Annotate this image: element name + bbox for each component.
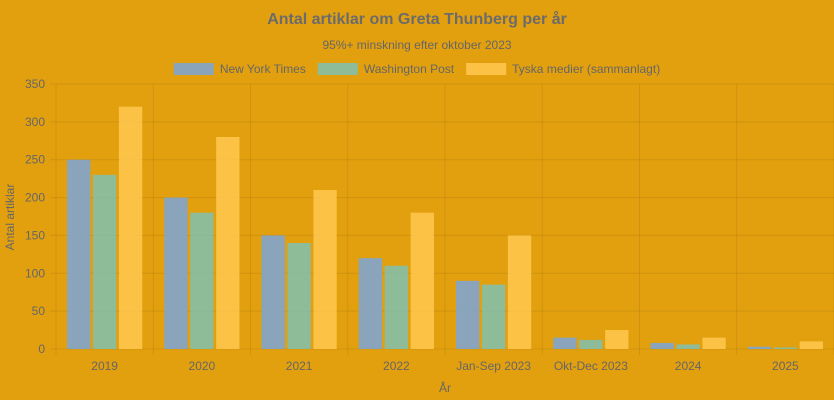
legend-swatch [466, 63, 507, 75]
legend-label: New York Times [220, 62, 306, 76]
bar-2-2024 [676, 344, 700, 349]
y-tick-label: 100 [25, 266, 45, 280]
bar-1-jan-sep-2023 [456, 280, 480, 349]
legend-label: Washington Post [364, 62, 455, 76]
bar-1-2021 [261, 235, 285, 349]
bar-1-2025 [747, 346, 772, 349]
x-tick-label: 2022 [383, 359, 410, 373]
bar-2-2022 [384, 265, 409, 349]
x-axis-ticks: 2019 2020 2021 2022 Jan-Sep 2023 Okt-Dec 2023… [91, 359, 799, 373]
bars [67, 106, 823, 349]
bar-2-jan-sep-2023 [481, 284, 506, 349]
y-axis-label: Antal artiklar [3, 184, 17, 251]
y-tick-label: 150 [25, 228, 45, 242]
legend: New York Times Washington Post Tyska medie… [173, 62, 660, 76]
bar-1-2022 [358, 258, 383, 349]
legend-swatch [173, 63, 214, 75]
x-axis-label: År [439, 380, 451, 395]
bar-2-2019 [92, 174, 117, 349]
chart-subtitle: 95%+ minskning efter oktober 2023 [322, 38, 511, 52]
x-tick-label: 2021 [286, 359, 313, 373]
bar-3-2022 [410, 212, 434, 349]
bar-3-jan-sep-2023 [507, 235, 532, 349]
y-tick-label: 250 [25, 153, 45, 167]
bar-2-okt-dec-2023 [579, 339, 603, 349]
y-tick-label: 0 [38, 342, 45, 356]
x-tick-label: 2025 [772, 359, 799, 373]
legend-swatch [317, 63, 358, 75]
x-tick-label: Jan-Sep 2023 [456, 359, 531, 373]
bar-2-2021 [287, 243, 311, 349]
y-tick-label: 200 [25, 191, 45, 205]
bar-2-2025 [773, 347, 798, 349]
bar-3-2019 [118, 106, 143, 349]
x-tick-label: 2020 [189, 359, 216, 373]
y-tick-label: 50 [32, 304, 46, 318]
y-axis-ticks: 0 50 100 150 200 250 300 350 [25, 77, 45, 356]
bar-2-2020 [190, 212, 214, 349]
x-tick-label: 2019 [91, 359, 118, 373]
x-tick-label: Okt-Dec 2023 [554, 359, 628, 373]
chart-title: Antal artiklar om Greta Thunberg per år [267, 10, 567, 28]
y-tick-label: 300 [25, 115, 45, 129]
bar-1-2019 [67, 159, 91, 349]
legend-label: Tyska medier (sammanlagt) [512, 62, 660, 76]
x-tick-label: 2024 [675, 359, 702, 373]
bar-3-2021 [313, 190, 337, 349]
bar-3-2020 [216, 137, 240, 349]
bar-1-2020 [164, 197, 188, 349]
bar-3-okt-dec-2023 [605, 330, 629, 349]
bar-3-2025 [799, 341, 823, 349]
y-tick-label: 350 [25, 77, 45, 91]
bar-3-2024 [702, 337, 726, 349]
bar-1-okt-dec-2023 [553, 337, 577, 349]
bar-1-2024 [650, 342, 674, 349]
